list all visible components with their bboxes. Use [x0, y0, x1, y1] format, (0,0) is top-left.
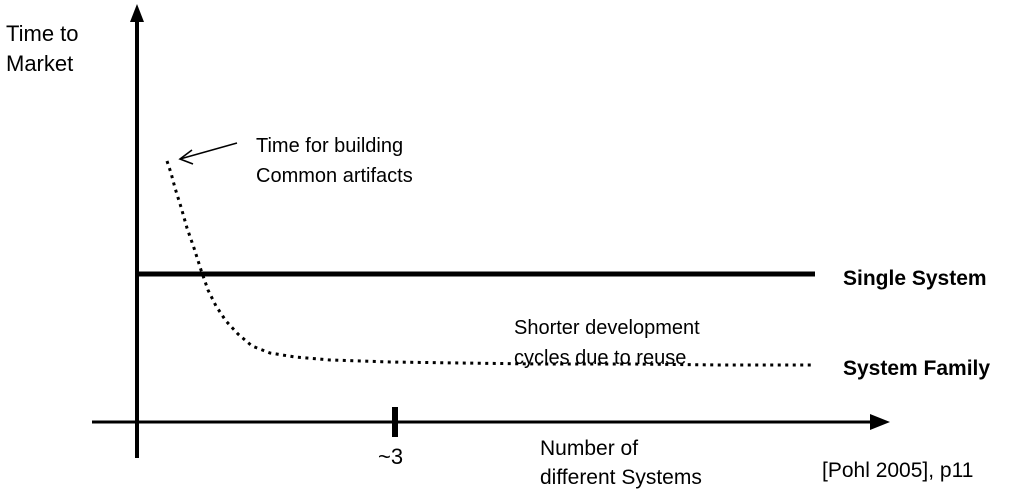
x-tick-label: ~3 [378, 444, 404, 469]
annotation-reuse: Shorter development cycles due to reuse [514, 317, 700, 369]
y-axis-arrowhead-icon [130, 4, 144, 22]
y-axis-title: Time to Market [6, 21, 79, 76]
annotation-building: Time for building Common artifacts [256, 135, 413, 187]
series-label-single-system: Single System [843, 267, 987, 290]
series-label-system-family: System Family [843, 357, 991, 380]
x-axis-arrowhead-icon [870, 414, 890, 430]
annotation-arrow-line [179, 142, 238, 160]
annotation-arrowhead-icon [178, 149, 194, 165]
x-axis-title: Number of different Systems [540, 437, 702, 489]
source-citation: [Pohl 2005], p11 [822, 459, 974, 482]
system-family-curve [165, 160, 812, 367]
